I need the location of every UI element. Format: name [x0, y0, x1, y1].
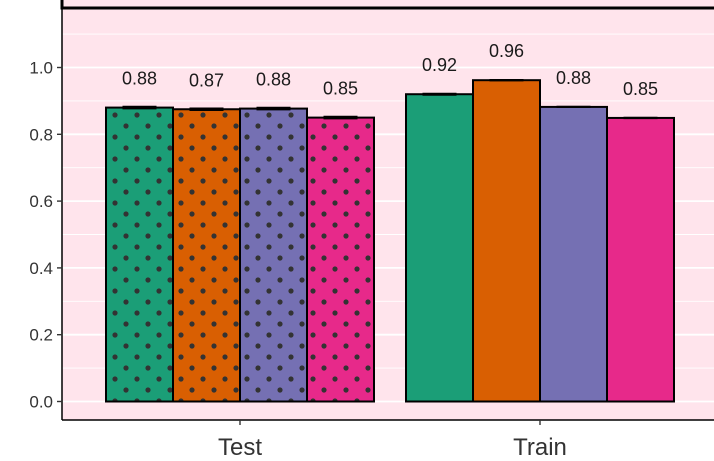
- bar-pattern: [308, 118, 373, 401]
- data-label: 0.88: [256, 70, 291, 90]
- bar-pattern: [241, 109, 306, 401]
- data-label: 0.88: [122, 69, 157, 89]
- data-label: 0.87: [189, 70, 224, 90]
- legend-box-edge: [60, 0, 714, 10]
- y-tick-label: 0.0: [29, 393, 53, 412]
- x-tick-label: Test: [218, 434, 262, 461]
- bar: [606, 116, 675, 403]
- bar: [472, 79, 541, 403]
- bar-pattern: [174, 110, 239, 401]
- data-label: 0.88: [556, 68, 591, 88]
- data-label: 0.85: [623, 79, 658, 99]
- bar-pattern: [107, 108, 172, 401]
- y-tick-label: 0.2: [29, 326, 53, 345]
- y-tick-label: 0.6: [29, 192, 53, 211]
- y-tick-label: 0.4: [29, 259, 53, 278]
- x-tick-label: Train: [513, 434, 567, 461]
- data-label: 0.92: [422, 55, 457, 75]
- data-label: 0.96: [489, 41, 524, 61]
- bar: [539, 105, 608, 403]
- bar: [405, 93, 474, 403]
- data-label: 0.85: [323, 79, 358, 99]
- y-tick-label: 1.0: [29, 59, 53, 78]
- y-tick-label: 0.8: [29, 125, 53, 144]
